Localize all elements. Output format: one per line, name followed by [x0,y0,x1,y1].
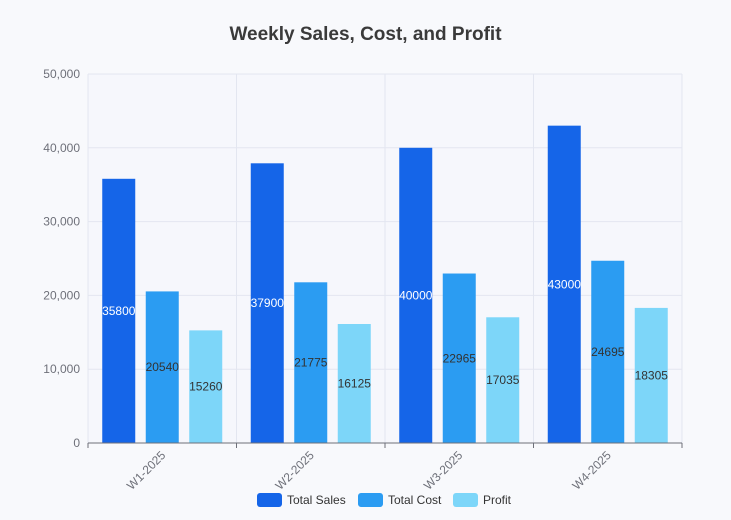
legend-item-profit[interactable]: Profit [453,493,512,507]
bar-value-label: 37900 [251,296,285,310]
bar-value-label: 35800 [102,304,136,318]
grid-layer [87,73,683,443]
y-tick-label: 30,000 [43,215,80,229]
bar-total-sales[interactable] [102,178,136,443]
legend-swatch [358,493,383,507]
y-tick-label: 20,000 [43,288,80,302]
bar-value-label: 43000 [548,277,582,291]
bar-total-cost[interactable] [145,291,179,443]
chart-title: Weekly Sales, Cost, and Profit [229,24,502,45]
bar-value-label: 18305 [635,368,669,382]
y-tick-label: 0 [73,436,80,450]
legend-swatch [257,493,282,507]
x-tick-label: W2-2025 [273,448,318,493]
legend-item-total-sales[interactable]: Total Sales [257,493,346,507]
bars-layer [102,125,668,444]
legend-label: Profit [483,493,512,507]
y-tick-label: 50,000 [43,67,80,81]
x-tick-label: W3-2025 [421,448,466,493]
bar-value-label: 22965 [443,351,477,365]
x-tick-label: W4-2025 [570,448,615,493]
legend-item-total-cost[interactable]: Total Cost [358,493,442,507]
bar-value-label: 17035 [486,373,520,387]
bar-profit[interactable] [486,317,520,443]
bar-total-sales[interactable] [547,125,581,443]
bar-value-label: 24695 [591,345,625,359]
bar-value-label: 21775 [294,356,328,370]
bar-total-sales[interactable] [250,163,284,443]
bar-profit[interactable] [634,307,668,443]
legend[interactable]: Total Sales Total Cost Profit [257,493,512,507]
bar-profit[interactable] [189,330,223,443]
y-tick-label: 10,000 [43,362,80,376]
bar-value-label: 16125 [338,376,372,390]
y-tick-label: 40,000 [43,141,80,155]
bar-value-label: 20540 [146,360,180,374]
bar-total-cost[interactable] [294,282,328,443]
bar-labels-layer: 35800 20540 15260 37900 21775 16125 40000 22965… [102,277,668,393]
bar-value-label: 15260 [189,380,223,394]
bar-total-cost[interactable] [442,273,476,443]
bar-value-label: 40000 [399,288,433,302]
bar-profit[interactable] [337,323,371,443]
legend-label: Total Cost [388,493,442,507]
x-tick-label: W1-2025 [124,448,169,493]
legend-swatch [453,493,478,507]
bar-total-cost[interactable] [591,260,625,443]
bar-total-sales[interactable] [399,147,433,444]
legend-label: Total Sales [287,493,346,507]
